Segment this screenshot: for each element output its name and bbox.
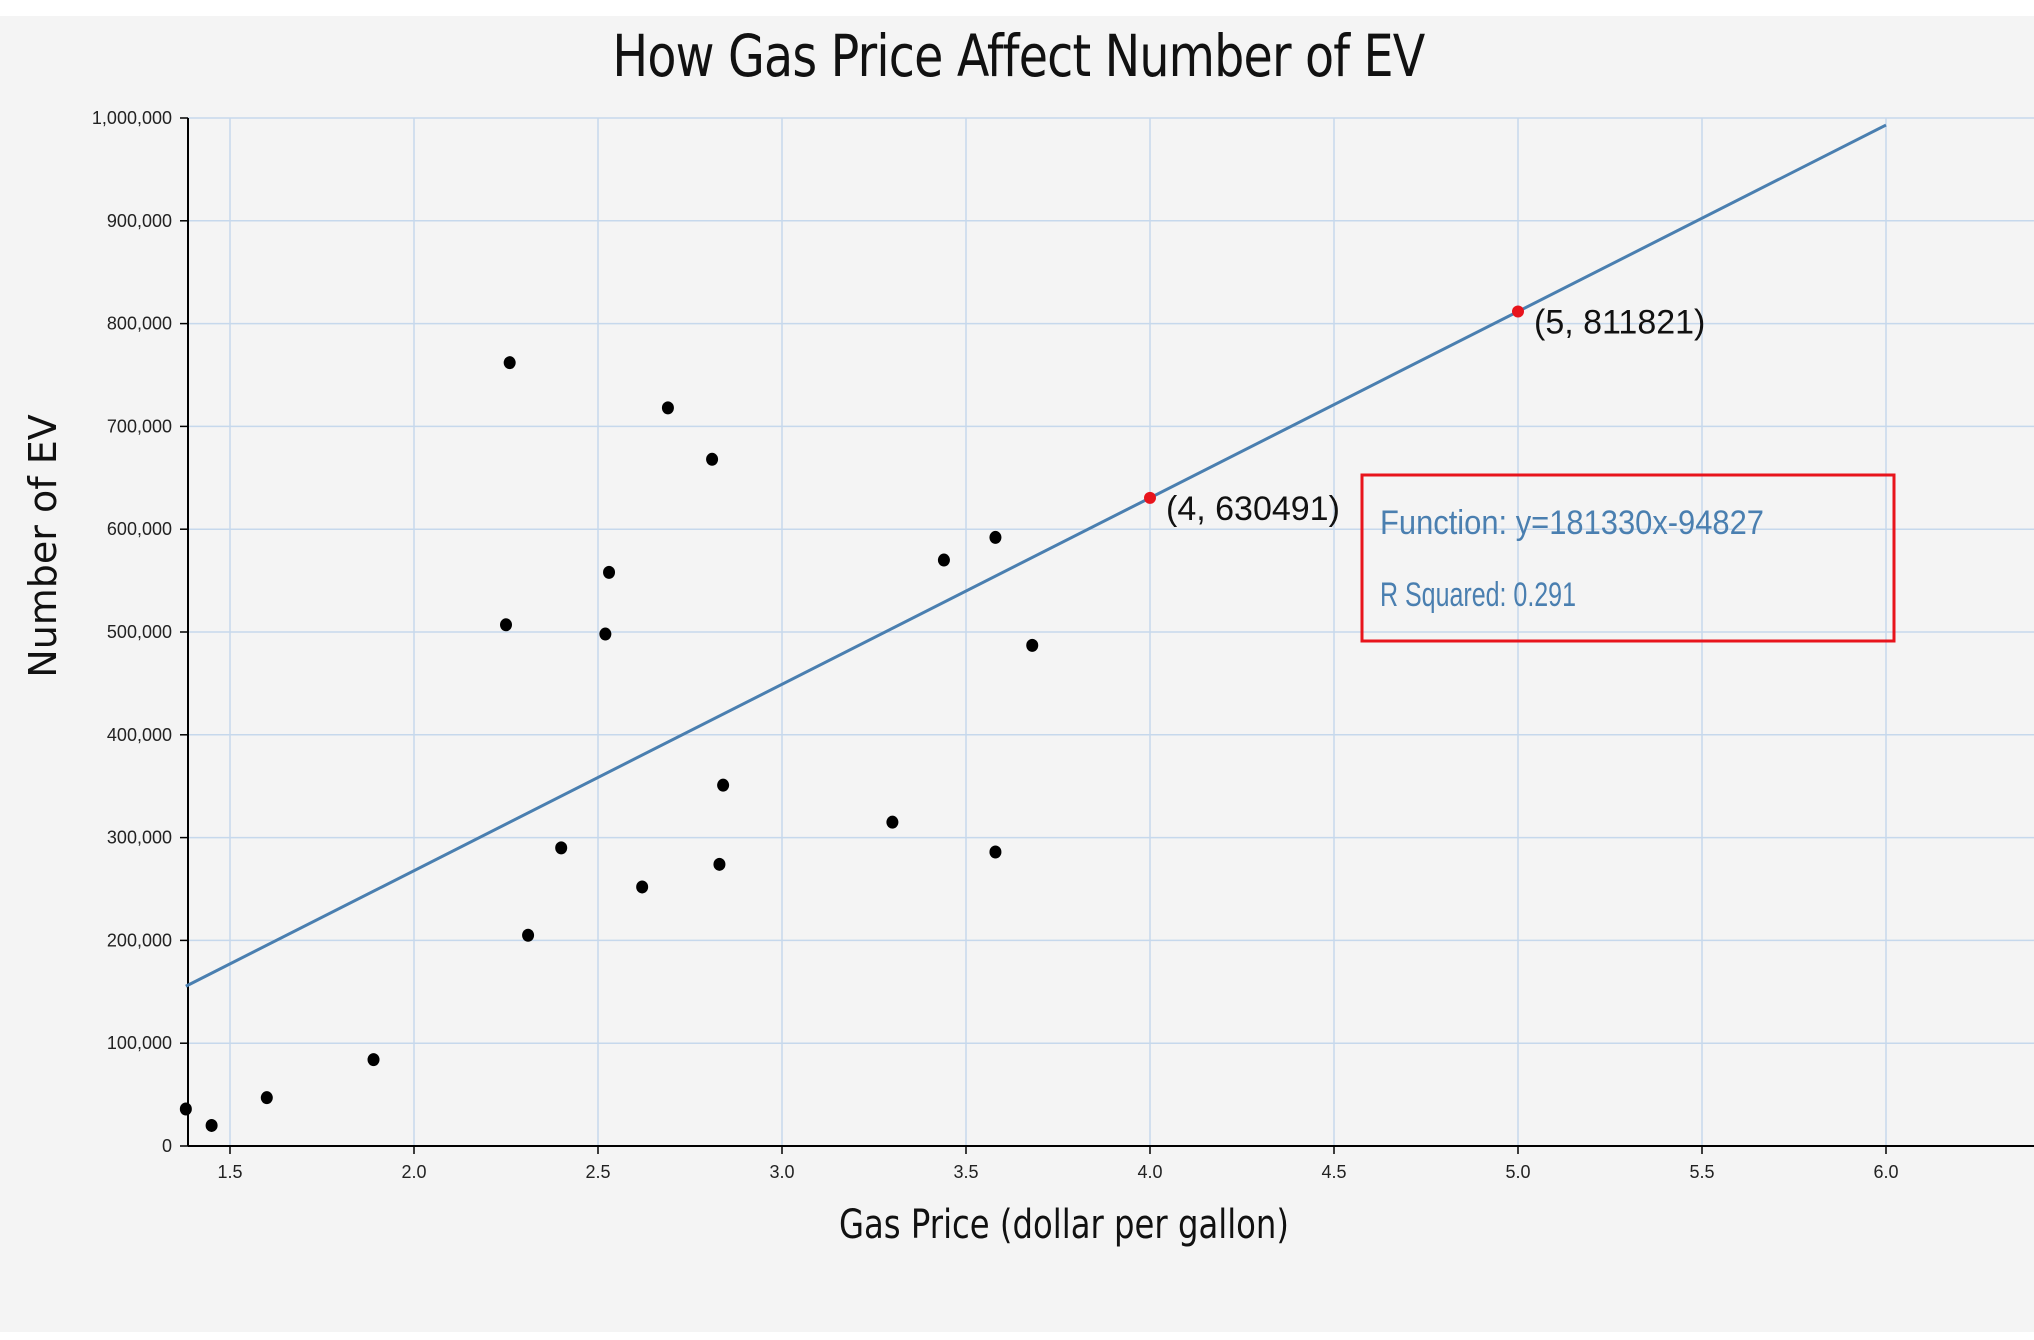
data-point — [937, 553, 950, 567]
data-point — [179, 1102, 192, 1116]
x-tick-label: 1.5 — [217, 1162, 242, 1182]
data-point — [522, 928, 535, 942]
data-point — [367, 1053, 380, 1067]
data-point — [989, 845, 1002, 859]
function-label: Function: y=181330x-94827 — [1380, 504, 1764, 542]
grid-lines — [188, 117, 2034, 1147]
tick-labels: 0 100,000 200,000 300,000 400,000 500,000 600,… — [92, 108, 1899, 1182]
y-tick-label: 700,000 — [107, 416, 172, 436]
data-point — [717, 778, 730, 792]
x-axis-title: Gas Price (dollar per gallon) — [839, 1202, 1289, 1248]
data-point — [636, 880, 649, 894]
y-tick-label: 800,000 — [107, 314, 172, 334]
x-tick-label: 4.5 — [1321, 1162, 1346, 1182]
y-tick-label: 200,000 — [107, 930, 172, 950]
y-axis-title: Number of EV — [21, 414, 65, 677]
y-tick-label: 100,000 — [107, 1033, 172, 1053]
x-tick-label: 5.0 — [1505, 1162, 1530, 1182]
scatter-chart: 0 100,000 200,000 300,000 400,000 500,000 600,… — [21, 108, 2034, 1248]
x-tick-label: 2.5 — [585, 1162, 610, 1182]
y-tick-label: 0 — [162, 1136, 172, 1156]
data-point — [555, 841, 568, 855]
highlight-point-label: (5, 811821) — [1534, 303, 1705, 341]
highlighted-points: (4, 630491) (5, 811821) — [1144, 303, 1705, 528]
y-tick-label: 1,000,000 — [92, 108, 172, 128]
y-tick-label: 500,000 — [107, 622, 172, 642]
x-tick-label: 3.5 — [953, 1162, 978, 1182]
data-point — [599, 627, 612, 641]
x-tick-label: 5.5 — [1689, 1162, 1714, 1182]
highlight-point — [1512, 305, 1524, 318]
regression-line-group — [185, 123, 1887, 988]
x-tick-label: 4.0 — [1137, 1162, 1162, 1182]
x-tick-label: 6.0 — [1873, 1162, 1898, 1182]
data-point — [205, 1118, 218, 1132]
data-point — [706, 452, 719, 466]
highlight-point-label: (4, 630491) — [1166, 490, 1340, 528]
x-tick-label: 2.0 — [401, 1162, 426, 1182]
y-tick-label: 400,000 — [107, 725, 172, 745]
y-tick-label: 300,000 — [107, 828, 172, 848]
data-points — [179, 356, 1039, 1132]
chart-title: How Gas Price Affect Number of EV — [612, 22, 1425, 90]
chart-frame: How Gas Price Affect Number of EV 0 100,0… — [0, 16, 2034, 1332]
data-point — [989, 530, 1002, 544]
y-tick-label: 900,000 — [107, 211, 172, 231]
regression-line — [185, 123, 1887, 988]
data-point — [500, 618, 512, 632]
data-point — [713, 857, 726, 871]
r-squared-label: R Squared: 0.291 — [1380, 576, 1576, 614]
data-point — [503, 356, 516, 370]
info-box-border — [1360, 473, 1896, 643]
data-point — [603, 565, 616, 579]
x-tick-label: 3.0 — [769, 1162, 794, 1182]
data-point — [260, 1091, 273, 1105]
regression-info-box: Function: y=181330x-94827 R Squared: 0.2… — [1360, 473, 1896, 643]
highlight-point — [1144, 491, 1156, 504]
y-tick-label: 600,000 — [107, 519, 172, 539]
axes — [180, 117, 2034, 1154]
data-point — [1026, 638, 1039, 652]
data-point — [886, 815, 899, 829]
data-point — [661, 401, 674, 415]
